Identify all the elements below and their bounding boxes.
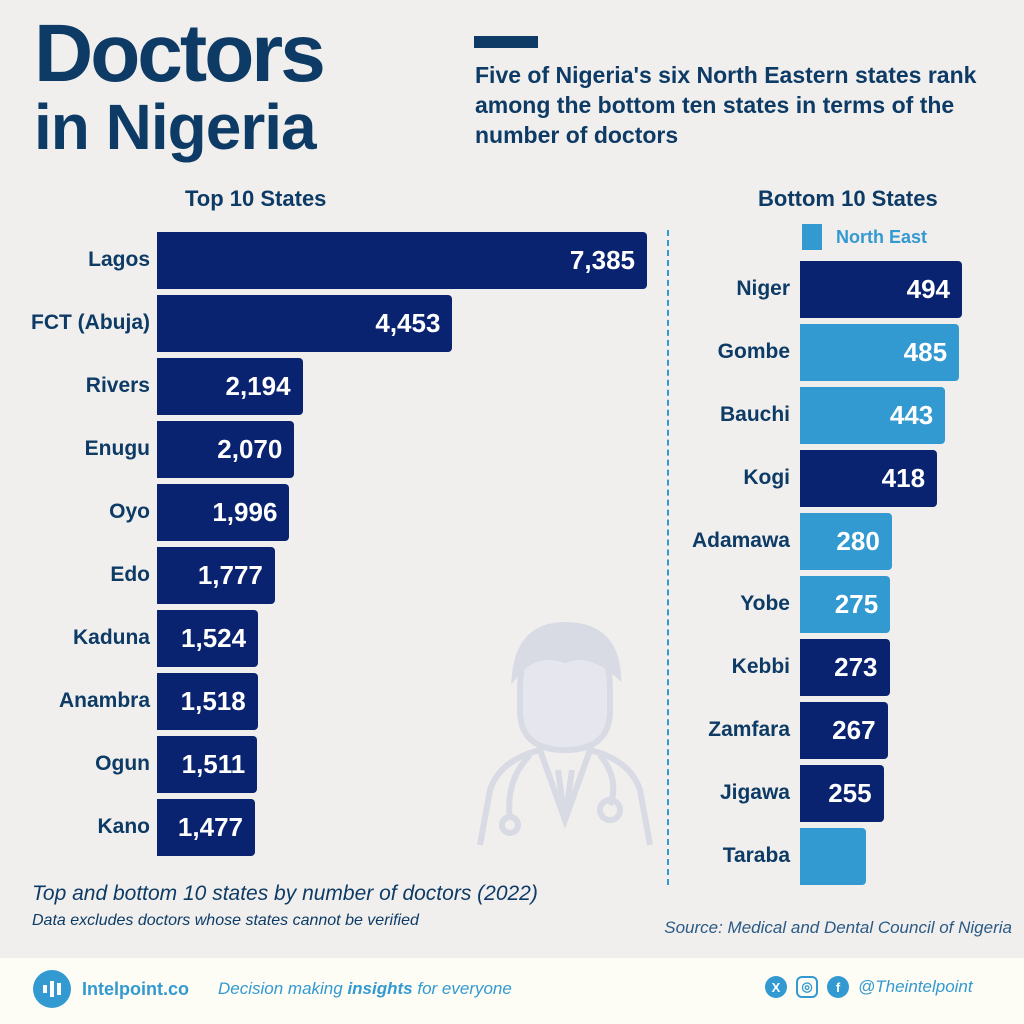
category-label: FCT (Abuja): [31, 311, 150, 334]
value-label: 1,996: [212, 497, 278, 527]
tag-pre: Decision making: [218, 979, 348, 998]
bar: 494: [800, 261, 962, 318]
category-label: Adamawa: [691, 529, 790, 552]
instagram-icon[interactable]: ◎: [796, 976, 818, 998]
value-label: 485: [903, 337, 948, 367]
category-label: Edo: [110, 563, 150, 586]
value-label: 1,777: [197, 560, 263, 590]
bar: 1,511: [157, 736, 258, 793]
bar: 4,453: [157, 295, 453, 352]
value-label: 267: [832, 715, 876, 745]
value-label: 280: [836, 526, 880, 556]
bar: 255: [800, 765, 884, 822]
bar: 273: [800, 639, 890, 696]
value-label: 1,524: [181, 623, 247, 653]
exclusion-note: Data excludes doctors whose states canno…: [32, 912, 419, 929]
category-label: Zamfara: [708, 718, 790, 741]
tag-bold: insights: [347, 979, 413, 998]
bar: 1,996: [157, 484, 290, 541]
source: Source: Medical and Dental Council of Ni…: [664, 918, 1012, 937]
title-line1: Doctors: [34, 8, 326, 99]
bar: 267: [800, 702, 888, 759]
bar: 1,518: [157, 673, 258, 730]
category-label: Anambra: [58, 689, 150, 712]
value-label: 494: [906, 274, 950, 304]
category-label: Enugu: [84, 437, 150, 460]
facebook-icon[interactable]: f: [827, 976, 849, 998]
page-title: Doctors in Nigeria: [34, 8, 326, 163]
bottom-chart-title: Bottom 10 States: [758, 186, 938, 211]
social-links: X ◎ f @Theintelpoint: [765, 976, 973, 998]
category-label: Niger: [736, 277, 790, 300]
bar: 485: [800, 324, 960, 381]
value-label: 255: [828, 778, 872, 808]
value-label: 2,070: [217, 434, 283, 464]
caption: Top and bottom 10 states by number of do…: [32, 882, 538, 905]
value-label: 275: [834, 589, 879, 619]
brand-link[interactable]: Intelpoint.co: [82, 979, 189, 999]
category-label: Oyo: [109, 500, 150, 523]
value-label: 1,518: [180, 686, 246, 716]
category-label: Ogun: [95, 752, 150, 775]
intelpoint-logo-icon: [33, 970, 71, 1008]
category-label: Yobe: [740, 592, 790, 615]
doctor-illustration-icon: [477, 621, 653, 846]
category-label: Kogi: [743, 466, 790, 489]
social-handle[interactable]: @Theintelpoint: [858, 977, 973, 996]
category-label: Jigawa: [719, 781, 790, 804]
x-icon[interactable]: X: [765, 976, 787, 998]
value-label: 273: [834, 652, 878, 682]
legend-swatch: [802, 224, 822, 250]
footer: Intelpoint.co Decision making insights f…: [0, 958, 1024, 1024]
category-label: Kebbi: [731, 655, 790, 678]
bar: 7,385: [157, 232, 647, 289]
tagline: Decision making insights for everyone: [218, 979, 512, 999]
category-label: Gombe: [717, 340, 790, 363]
category-label: Taraba: [722, 844, 790, 867]
value-label: 418: [881, 463, 926, 493]
bar: 418: [800, 450, 938, 507]
value-label: 2,194: [225, 371, 291, 401]
tag-post: for everyone: [412, 979, 512, 998]
top-chart-title: Top 10 States: [185, 186, 327, 211]
bar: 1,777: [157, 547, 275, 604]
bar: 275: [800, 576, 891, 633]
bar: 1,524: [157, 610, 259, 667]
subtitle: Five of Nigeria's six North Eastern stat…: [475, 62, 977, 148]
bar: 2,194: [157, 358, 303, 415]
bar: 2,070: [157, 421, 295, 478]
accent-bar: [474, 36, 538, 48]
value-label: 443: [889, 400, 934, 430]
value-label: 1,477: [177, 812, 243, 842]
legend: North East: [802, 224, 927, 250]
legend-label: North East: [836, 226, 928, 247]
category-label: Rivers: [85, 374, 150, 397]
category-label: Lagos: [88, 248, 150, 271]
value-label: 4,453: [375, 308, 441, 338]
bar: 1,477: [157, 799, 255, 856]
category-label: Kano: [97, 815, 151, 838]
divider: [667, 230, 669, 885]
category-label: Bauchi: [719, 403, 790, 426]
category-label: Kaduna: [72, 626, 150, 649]
title-line2: in Nigeria: [34, 91, 317, 163]
value-label: 1,511: [181, 749, 246, 779]
value-label: 7,385: [569, 245, 635, 275]
bar: 443: [800, 387, 946, 444]
bar: [800, 828, 866, 885]
bar: 280: [800, 513, 892, 570]
